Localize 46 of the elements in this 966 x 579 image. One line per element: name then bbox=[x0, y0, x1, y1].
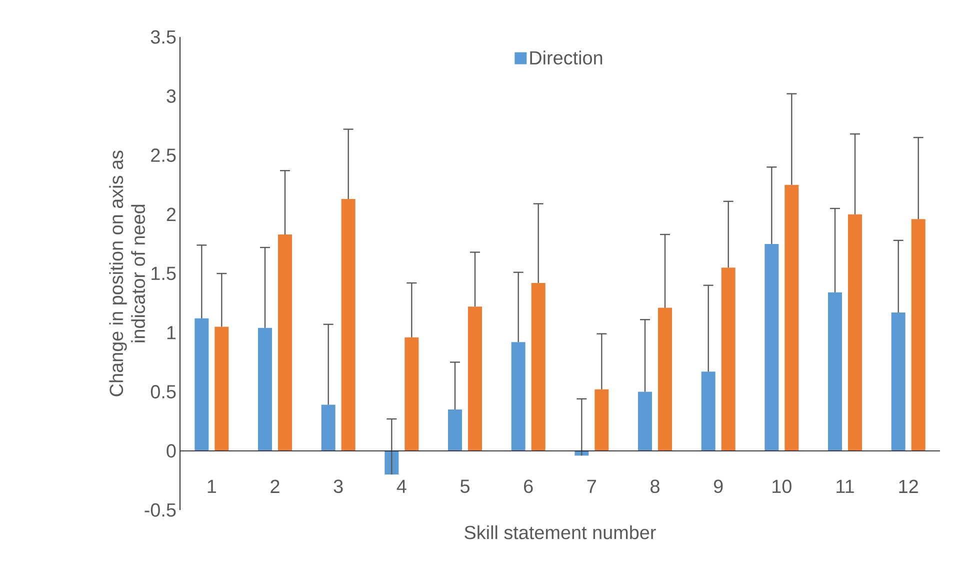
x-tick-label: 6 bbox=[524, 480, 533, 494]
bar bbox=[511, 342, 526, 451]
bar bbox=[194, 318, 209, 451]
bar bbox=[278, 234, 292, 451]
bar bbox=[258, 328, 272, 451]
y-tick-label: 2 bbox=[166, 208, 176, 221]
bar bbox=[891, 312, 906, 451]
bar bbox=[468, 306, 482, 451]
bar bbox=[594, 389, 609, 451]
y-tick-label: -0.5 bbox=[144, 503, 176, 517]
y-tick-label: 2.5 bbox=[151, 148, 176, 162]
x-tick-label: 7 bbox=[587, 480, 596, 493]
x-tick-label: 12 bbox=[899, 480, 918, 493]
bar bbox=[828, 292, 842, 451]
bar bbox=[658, 308, 672, 451]
y-tick-label: 1.5 bbox=[152, 266, 176, 280]
y-tick-label: 0 bbox=[166, 444, 176, 458]
bar bbox=[701, 372, 716, 451]
bar bbox=[341, 199, 356, 451]
x-axis-title: Skill statement number bbox=[464, 525, 656, 540]
bar bbox=[721, 268, 736, 451]
bar bbox=[404, 337, 419, 451]
bar bbox=[531, 282, 546, 451]
x-tick-label: 4 bbox=[396, 480, 406, 493]
y-tick-label: 3.5 bbox=[150, 30, 176, 44]
x-tick-label: 10 bbox=[772, 480, 792, 494]
bar bbox=[911, 219, 926, 451]
x-tick-label: 3 bbox=[334, 480, 343, 494]
x-tick-label: 11 bbox=[836, 480, 854, 493]
bar bbox=[784, 184, 799, 451]
x-tick-label: 8 bbox=[650, 480, 660, 494]
y-tick-label: 3 bbox=[166, 89, 176, 103]
bar bbox=[321, 404, 336, 451]
x-tick-label: 1 bbox=[208, 480, 216, 493]
bar bbox=[848, 214, 862, 451]
bar bbox=[214, 326, 229, 451]
x-tick-label: 9 bbox=[714, 480, 723, 494]
bar bbox=[448, 409, 462, 451]
x-tick-label: 2 bbox=[270, 480, 280, 493]
x-tick-label: 5 bbox=[460, 480, 470, 493]
bar bbox=[638, 392, 652, 451]
bar bbox=[764, 244, 779, 451]
y-tick-label: 0.5 bbox=[150, 385, 176, 398]
legend-label: Direction bbox=[530, 50, 602, 65]
y-axis-title: Change in position on axis as indicator of need bbox=[109, 150, 146, 396]
y-tick-label: 1 bbox=[167, 326, 176, 340]
